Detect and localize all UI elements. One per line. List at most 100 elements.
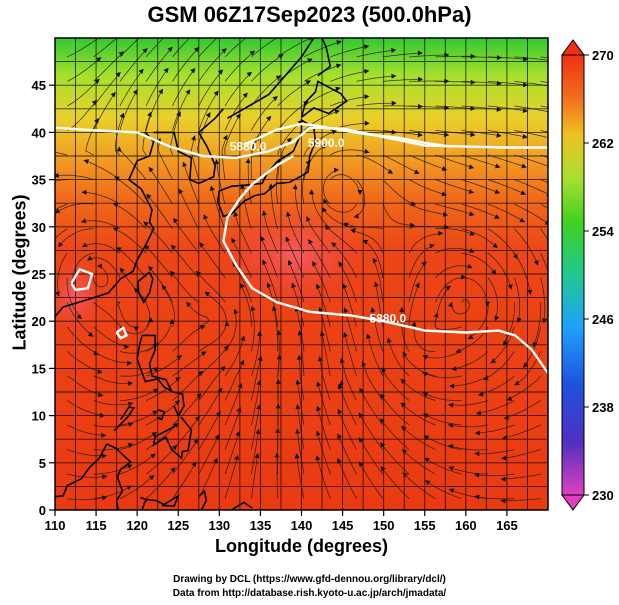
streamline-arrowhead [272, 96, 278, 102]
x-tick-label: 150 [373, 518, 395, 533]
streamline [503, 449, 541, 459]
streamline-arrowhead [364, 94, 370, 100]
streamline [146, 378, 179, 401]
streamline [425, 414, 462, 426]
streamline [382, 203, 413, 226]
contour-label: 5880.0 [369, 311, 406, 325]
y-tick-label: 10 [32, 409, 46, 424]
streamline-arrowhead [372, 257, 378, 264]
streamline-arrowhead [380, 442, 386, 448]
streamline [424, 373, 462, 379]
streamline [145, 91, 162, 131]
streamline [93, 423, 131, 428]
colorbar-tick-label: 262 [592, 136, 614, 151]
streamline-arrowhead [260, 235, 265, 242]
streamline-arrowhead [262, 259, 267, 266]
streamline-arrowhead [201, 351, 207, 357]
streamline [93, 53, 123, 82]
streamline-arrowhead [448, 466, 454, 471]
streamline-arrowhead [448, 402, 454, 408]
streamline [251, 76, 280, 107]
streamline-arrowhead [124, 344, 130, 350]
streamline-arrowhead [240, 335, 246, 341]
streamline [172, 246, 200, 279]
streamline-arrowhead [496, 132, 502, 138]
streamline [330, 96, 367, 107]
streamline-arrowhead [76, 313, 82, 320]
y-axis-ticks: 0 5 10 15 20 25 30 35 40 45 [32, 78, 55, 518]
streamline [540, 56, 548, 59]
height-contours: 5880.0 5900.0 5880.0 [55, 122, 548, 374]
streamline [338, 411, 357, 450]
streamline-arrowhead [193, 438, 199, 445]
colorbar-tick-label: 246 [592, 312, 614, 327]
streamline-arrowhead [307, 58, 313, 64]
streamline [67, 38, 100, 58]
streamline [119, 91, 137, 131]
streamline-arrowhead [363, 44, 370, 50]
streamline [540, 179, 548, 184]
streamline-arrowhead [366, 333, 372, 340]
streamline-arrowhead [474, 472, 480, 478]
streamline [197, 272, 226, 303]
streamline [356, 154, 391, 173]
x-tick-label: 165 [496, 518, 518, 533]
streamline [476, 473, 515, 477]
streamline-arrowhead [87, 331, 94, 337]
streamline-arrowhead [469, 230, 475, 236]
streamline [303, 131, 335, 156]
streamline-arrowhead [411, 321, 417, 327]
streamline-arrowhead [414, 282, 420, 289]
streamline-arrowhead [295, 379, 301, 385]
streamline-arrowhead [520, 190, 527, 196]
streamline [84, 243, 121, 254]
streamline-arrowhead [335, 63, 342, 69]
streamline-arrowhead [449, 383, 455, 389]
x-tick-label: 145 [332, 518, 354, 533]
streamline-arrowhead [118, 51, 125, 57]
streamline [454, 351, 489, 370]
streamline [224, 311, 237, 352]
streamline [198, 460, 217, 499]
streamline [85, 120, 98, 156]
streamline [540, 277, 546, 321]
streamline-arrowhead [190, 68, 196, 74]
streamline [509, 375, 541, 400]
streamline [504, 302, 515, 344]
streamline [435, 228, 473, 235]
colorbar-max-arrow [561, 39, 585, 56]
streamline [251, 55, 282, 82]
streamline [198, 390, 222, 426]
streamline [540, 253, 548, 273]
streamline-arrowhead [496, 106, 502, 112]
colorbar: 270 262 254 246 238 230 [561, 39, 614, 511]
coastline [55, 131, 155, 318]
streamline [67, 351, 101, 373]
streamline-arrowhead [185, 89, 191, 95]
streamline [408, 285, 419, 327]
streamline-arrowhead [331, 242, 337, 248]
streamline-arrowhead [343, 332, 348, 338]
streamline-arrowhead [519, 217, 525, 223]
streamlines [55, 38, 548, 504]
streamline-arrowhead [474, 494, 480, 500]
streamline-arrowhead [502, 340, 508, 346]
streamline [116, 301, 137, 328]
streamline-arrowhead [491, 269, 497, 275]
coastline [199, 489, 208, 510]
streamline [344, 334, 357, 377]
streamline [401, 310, 410, 352]
streamline-arrowhead [470, 53, 476, 59]
streamline-arrowhead [240, 283, 245, 289]
streamline-arrowhead [170, 467, 176, 473]
streamline-arrowhead [223, 345, 229, 351]
streamline-arrowhead [494, 189, 501, 194]
streamline [359, 439, 384, 475]
streamline [67, 497, 105, 501]
x-tick-label: 115 [86, 518, 107, 533]
streamline-arrowhead [257, 330, 263, 336]
streamline [403, 354, 436, 377]
streamline [67, 58, 100, 82]
x-tick-label: 120 [126, 518, 148, 533]
streamline [224, 338, 244, 377]
